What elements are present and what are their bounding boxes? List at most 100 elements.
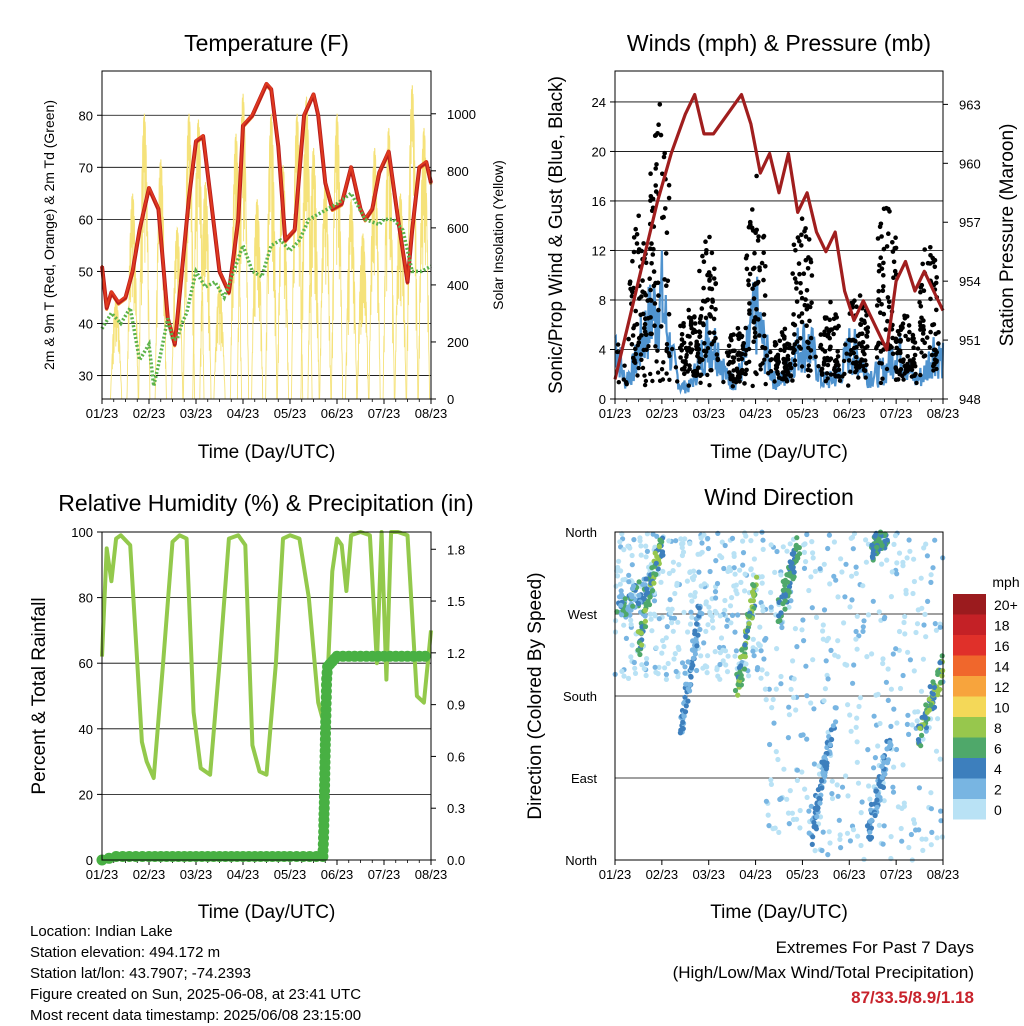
gust-point — [809, 300, 814, 306]
direction-point — [881, 798, 887, 804]
direction-point — [768, 781, 775, 788]
direction-point — [804, 794, 810, 801]
direction-point — [733, 648, 740, 654]
direction-point — [900, 672, 906, 679]
gust-point — [658, 132, 664, 138]
gust-point — [796, 314, 802, 319]
series-wind — [614, 250, 945, 395]
direction-point — [848, 728, 854, 734]
gust-point — [682, 371, 687, 377]
gust-point — [780, 370, 785, 375]
gust-point — [792, 322, 798, 328]
extremes-title: Extremes For Past 7 Days — [775, 938, 974, 957]
gust-point — [912, 352, 918, 358]
gust-point — [622, 363, 627, 368]
direction-point — [632, 665, 638, 671]
gust-point — [624, 381, 629, 386]
gust-point — [809, 273, 815, 278]
direction-point — [619, 668, 625, 675]
gust-point — [823, 379, 828, 384]
gust-point — [686, 383, 691, 388]
gust-point — [693, 371, 698, 376]
direction-point — [935, 688, 941, 694]
direction-point — [735, 681, 741, 688]
gust-point — [921, 288, 927, 294]
direction-point — [791, 550, 797, 556]
gust-point — [900, 373, 905, 379]
gust-point — [627, 281, 633, 287]
gust-point — [746, 282, 751, 288]
gust-point — [829, 327, 835, 332]
direction-point — [869, 542, 875, 548]
precip-point — [419, 650, 431, 662]
gust-point — [796, 261, 802, 266]
gust-point — [881, 260, 886, 266]
direction-point — [855, 833, 861, 839]
gust-point — [751, 339, 756, 345]
gust-point — [648, 194, 654, 199]
gust-point — [664, 230, 670, 235]
direction-point — [698, 653, 704, 659]
direction-point — [735, 612, 741, 618]
direction-point — [923, 541, 929, 547]
direction-point — [680, 719, 686, 725]
direction-point — [812, 568, 819, 575]
direction-point — [689, 598, 695, 604]
gust-point — [746, 346, 752, 352]
direction-point — [872, 812, 878, 819]
gust-point — [921, 318, 926, 323]
gust-point — [662, 150, 667, 156]
direction-point — [932, 684, 938, 691]
gust-point — [825, 357, 830, 363]
gust-point — [688, 321, 694, 326]
direction-point — [652, 550, 658, 556]
x-tick-label: 02/23 — [133, 406, 166, 421]
insolation-line — [394, 193, 407, 400]
direction-point — [760, 603, 766, 610]
direction-point — [831, 573, 837, 579]
y-tick-label: 30 — [79, 369, 93, 384]
insolation-line — [368, 147, 381, 400]
direction-point — [938, 808, 944, 814]
gust-point — [730, 348, 736, 354]
gust-point — [863, 358, 868, 363]
direction-point — [768, 604, 774, 610]
direction-point — [939, 653, 945, 659]
gust-point — [803, 234, 809, 239]
direction-point — [776, 613, 782, 619]
direction-point — [619, 612, 625, 618]
direction-point — [897, 685, 904, 692]
direction-point — [837, 832, 843, 838]
direction-point — [851, 662, 857, 668]
chart-title: Relative Humidity (%) & Precipitation (i… — [58, 490, 473, 516]
gust-point — [660, 377, 666, 382]
direction-point — [932, 537, 938, 543]
gust-point — [739, 334, 744, 340]
direction-point — [801, 542, 807, 548]
gust-point — [911, 345, 916, 351]
direction-point — [827, 742, 833, 748]
direction-point — [705, 653, 711, 659]
gust-point — [928, 329, 933, 335]
gust-point — [633, 346, 638, 352]
gust-point — [735, 368, 740, 374]
gust-point — [906, 364, 911, 369]
gust-point — [643, 316, 648, 322]
gust-point — [885, 295, 891, 300]
gust-point — [920, 261, 925, 267]
direction-point — [829, 736, 835, 743]
direction-point — [823, 658, 829, 664]
direction-point — [691, 568, 697, 574]
direction-point — [835, 638, 841, 644]
gust-point — [883, 327, 889, 332]
gust-point — [920, 331, 926, 336]
gust-point — [794, 280, 799, 285]
direction-point — [888, 686, 895, 692]
direction-point — [695, 632, 701, 638]
direction-point — [857, 695, 864, 701]
gust-point — [880, 376, 885, 381]
gust-point — [769, 357, 774, 362]
gust-point — [909, 374, 915, 379]
direction-point — [653, 571, 659, 578]
direction-point — [682, 536, 688, 542]
